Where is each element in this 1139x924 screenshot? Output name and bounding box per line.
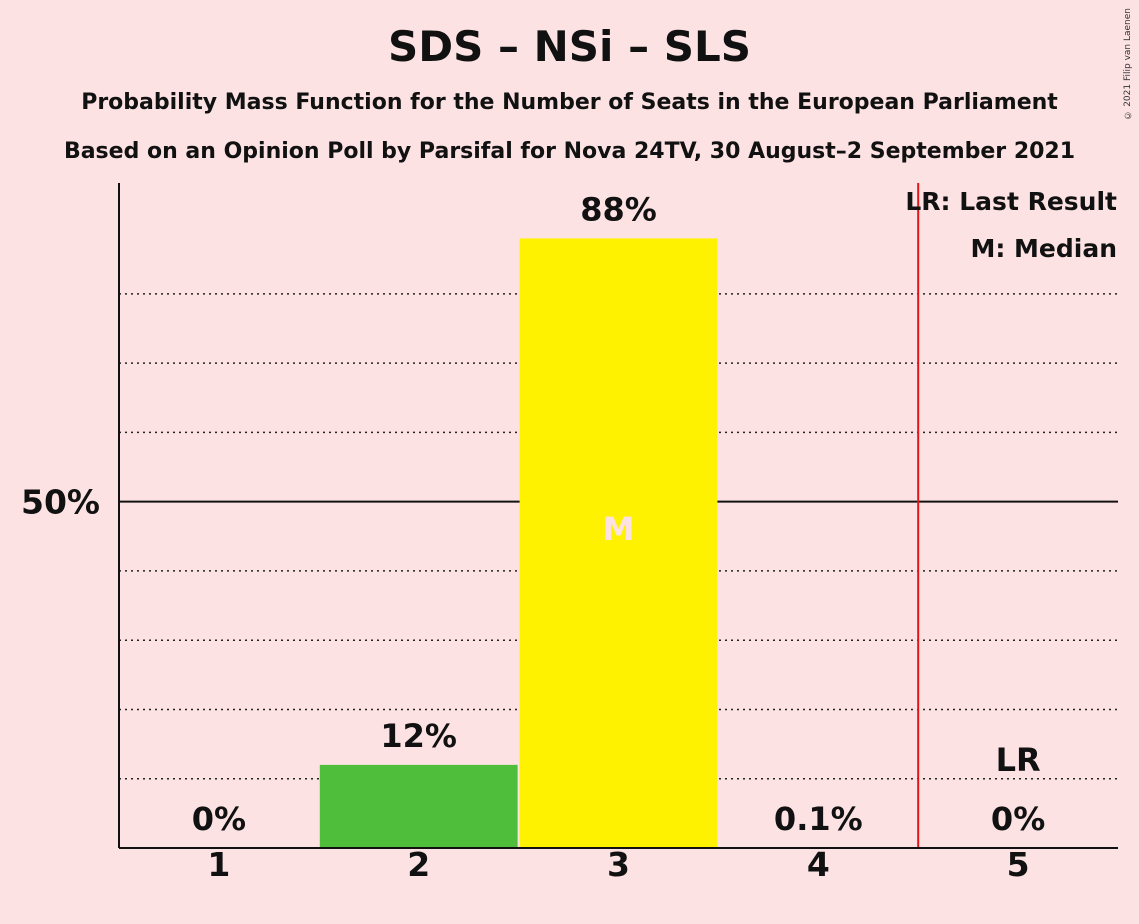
data-label-5: 0%	[991, 800, 1045, 838]
last-result-marker: LR	[996, 741, 1041, 779]
chart-title: SDS – NSi – SLS	[388, 22, 751, 71]
bar-2	[319, 764, 518, 848]
chart-subtitle-1: Probability Mass Function for the Number…	[81, 90, 1058, 115]
data-label-1: 0%	[192, 800, 246, 838]
median-marker: M	[603, 510, 635, 548]
legend-last-result: LR: Last Result	[905, 187, 1117, 216]
data-label-4: 0.1%	[774, 800, 863, 838]
x-tick-label-2: 2	[407, 845, 430, 884]
x-tick-label-3: 3	[607, 845, 630, 884]
legend-median: M: Median	[970, 234, 1117, 263]
axes: 1 2 3 4 5 50%	[21, 183, 1118, 884]
chart-subtitle-2: Based on an Opinion Poll by Parsifal for…	[63, 139, 1076, 164]
legend: LR: Last Result M: Median	[905, 187, 1117, 263]
x-tick-label-1: 1	[207, 845, 230, 884]
x-tick-label-4: 4	[807, 845, 830, 884]
x-tick-label-5: 5	[1007, 845, 1030, 884]
y-tick-label-50: 50%	[21, 483, 100, 522]
data-label-3: 88%	[580, 190, 657, 228]
data-label-2: 12%	[380, 717, 457, 755]
bar-3	[519, 238, 718, 848]
data-labels: 0% 12% 88% M 0.1% 0% LR	[192, 190, 1046, 838]
bars	[319, 238, 918, 848]
